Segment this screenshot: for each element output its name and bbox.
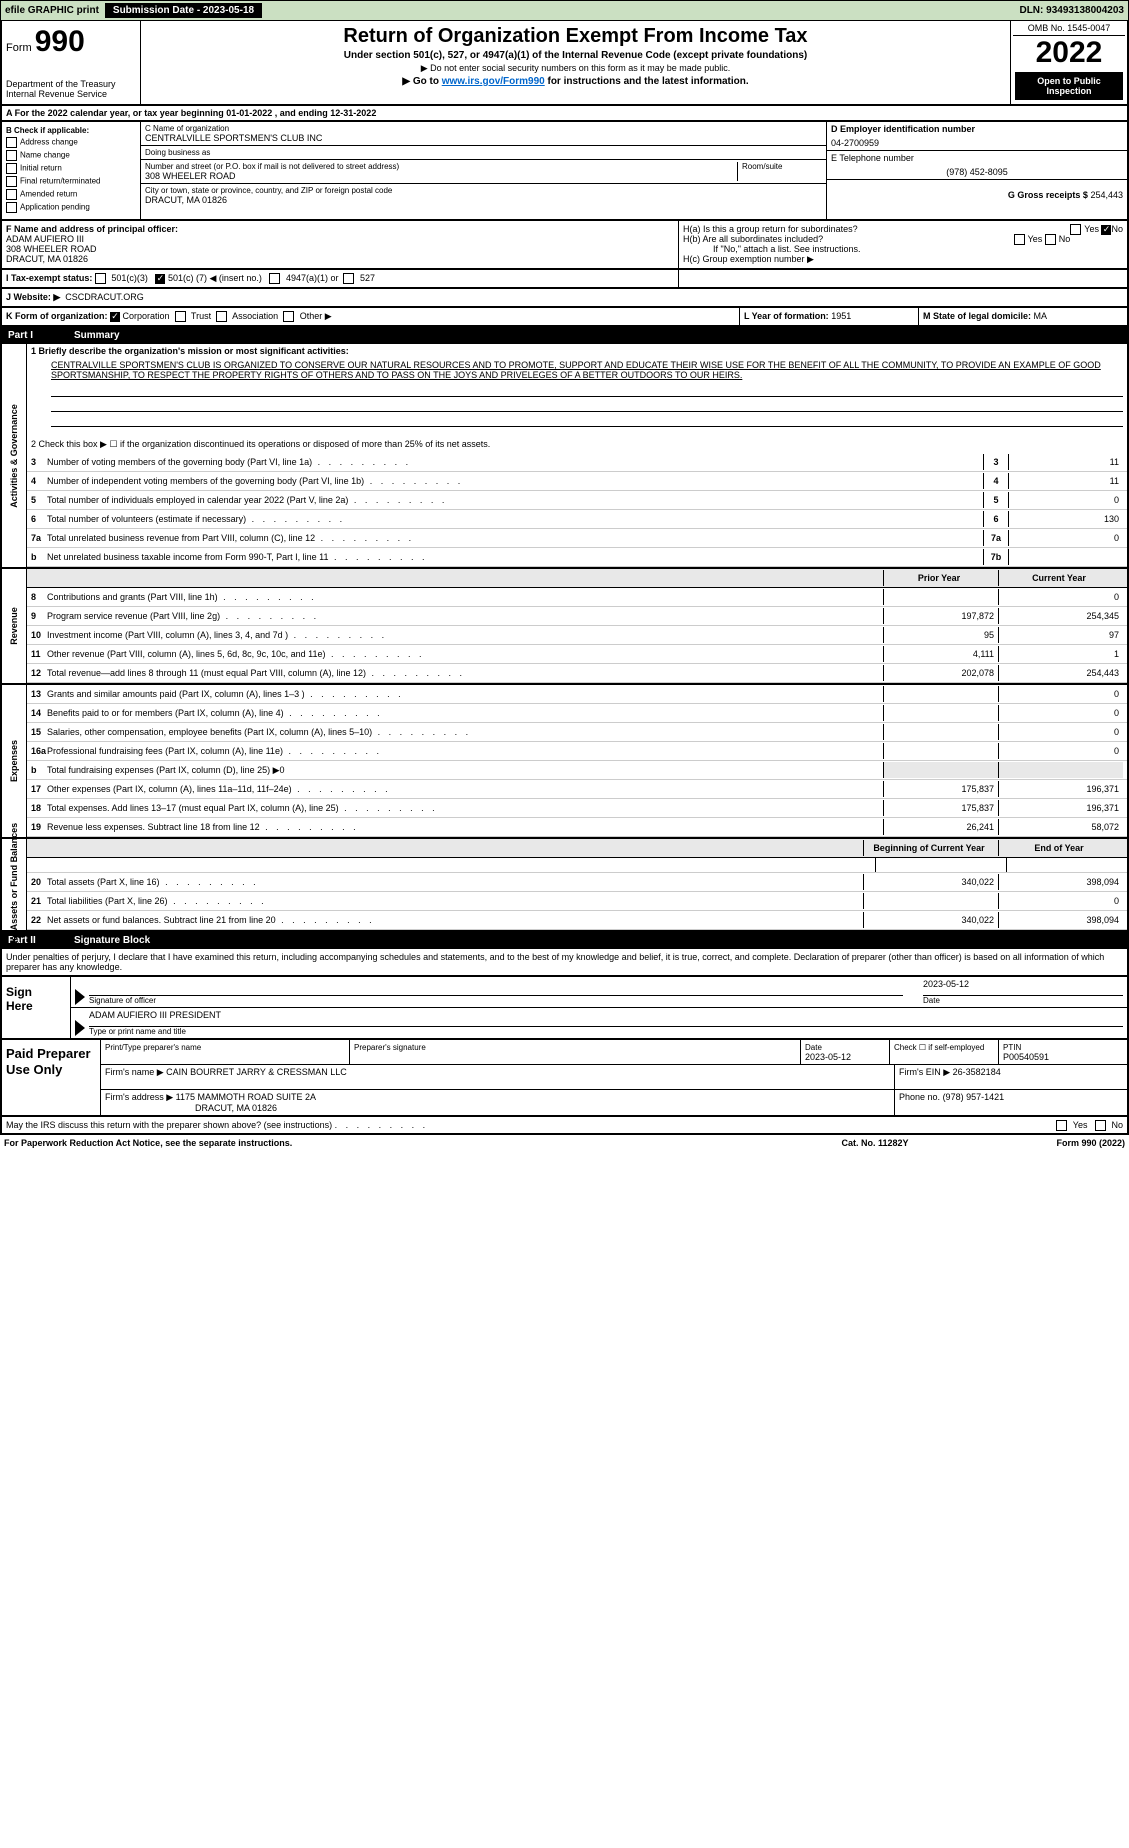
omb-number: OMB No. 1545-0047	[1013, 23, 1125, 36]
527-checkbox[interactable]	[343, 273, 354, 284]
501c-checked[interactable]: ✓	[155, 274, 165, 284]
phone: (978) 452-8095	[831, 167, 1123, 177]
part1-governance: Activities & Governance 1 Briefly descri…	[0, 344, 1129, 569]
summary-line: 3Number of voting members of the governi…	[27, 453, 1127, 472]
arrow-icon	[75, 989, 85, 1005]
part1-netassets: Net Assets or Fund Balances Beginning of…	[0, 839, 1129, 932]
summary-line: 21Total liabilities (Part X, line 26)0	[27, 892, 1127, 911]
mission-text: CENTRALVILLE SPORTSMEN'S CLUB IS ORGANIZ…	[27, 358, 1127, 382]
summary-line: 12Total revenue—add lines 8 through 11 (…	[27, 664, 1127, 683]
part1-revenue: Revenue Prior Year Current Year 8Contrib…	[0, 569, 1129, 685]
arrow-icon	[75, 1020, 85, 1036]
ha-yes[interactable]	[1070, 224, 1081, 235]
summary-line: 7aTotal unrelated business revenue from …	[27, 529, 1127, 548]
discuss-no[interactable]	[1095, 1120, 1106, 1131]
summary-line: 4Number of independent voting members of…	[27, 472, 1127, 491]
assoc-checkbox[interactable]	[216, 311, 227, 322]
declaration: Under penalties of perjury, I declare th…	[0, 949, 1129, 977]
firm-name: CAIN BOURRET JARRY & CRESSMAN LLC	[166, 1067, 347, 1077]
row-j: J Website: ▶ CSCDRACUT.ORG	[0, 289, 1129, 308]
sign-date: 2023-05-12	[923, 979, 1123, 996]
dept-label: Department of the Treasury	[6, 79, 116, 89]
submission-date-badge: Submission Date - 2023-05-18	[105, 3, 262, 18]
summary-line: 10Investment income (Part VIII, column (…	[27, 626, 1127, 645]
trust-checkbox[interactable]	[175, 311, 186, 322]
501c3-checkbox[interactable]	[95, 273, 106, 284]
form-number: Form 990	[6, 25, 136, 59]
efile-top-bar: efile GRAPHIC print Submission Date - 20…	[0, 0, 1129, 21]
form-subtitle-3: ▶ Go to www.irs.gov/Form990 for instruct…	[151, 76, 1000, 87]
checkbox-address-change[interactable]	[6, 137, 17, 148]
summary-line: 14Benefits paid to or for members (Part …	[27, 704, 1127, 723]
form-subtitle-2: ▶ Do not enter social security numbers o…	[151, 63, 1000, 74]
summary-line: 20Total assets (Part X, line 16)340,0223…	[27, 873, 1127, 892]
part2-header: Part II Signature Block	[0, 932, 1129, 949]
gross-receipts: 254,443	[1090, 190, 1123, 200]
officer-name: ADAM AUFIERO III	[6, 234, 674, 244]
summary-line: 6Total number of volunteers (estimate if…	[27, 510, 1127, 529]
summary-line: 9Program service revenue (Part VIII, lin…	[27, 607, 1127, 626]
corp-checked[interactable]: ✓	[110, 312, 120, 322]
summary-line: 19Revenue less expenses. Subtract line 1…	[27, 818, 1127, 837]
summary-line: 16aProfessional fundraising fees (Part I…	[27, 742, 1127, 761]
checkbox-initial-return[interactable]	[6, 163, 17, 174]
summary-line: 15Salaries, other compensation, employee…	[27, 723, 1127, 742]
irs-label: Internal Revenue Service	[6, 89, 107, 99]
checkbox-name-change[interactable]	[6, 150, 17, 161]
website: CSCDRACUT.ORG	[65, 292, 144, 302]
part1-expenses: Expenses 13Grants and similar amounts pa…	[0, 685, 1129, 839]
year-formation: 1951	[831, 311, 851, 321]
row-i: I Tax-exempt status: 501(c)(3) ✓ 501(c) …	[0, 270, 1129, 289]
ptin: P00540591	[1003, 1052, 1049, 1062]
summary-line: 5Total number of individuals employed in…	[27, 491, 1127, 510]
form-title: Return of Organization Exempt From Incom…	[151, 25, 1000, 48]
hb-no[interactable]	[1045, 234, 1056, 245]
summary-line: bNet unrelated business taxable income f…	[27, 548, 1127, 567]
checkbox-pending[interactable]	[6, 202, 17, 213]
summary-line: 17Other expenses (Part IX, column (A), l…	[27, 780, 1127, 799]
summary-line: 11Other revenue (Part VIII, column (A), …	[27, 645, 1127, 664]
discuss-row: May the IRS discuss this return with the…	[0, 1117, 1129, 1135]
irs-link[interactable]: www.irs.gov/Form990	[442, 76, 545, 87]
row-f-h: F Name and address of principal officer:…	[0, 221, 1129, 270]
discuss-yes[interactable]	[1056, 1120, 1067, 1131]
efile-label: efile GRAPHIC print	[5, 5, 99, 16]
tax-year: 2022	[1013, 36, 1125, 70]
officer-print-name: ADAM AUFIERO III PRESIDENT	[89, 1010, 1123, 1027]
form-subtitle-1: Under section 501(c), 527, or 4947(a)(1)…	[151, 50, 1000, 61]
paid-preparer-block: Paid Preparer Use Only Print/Type prepar…	[0, 1040, 1129, 1117]
firm-ein: 26-3582184	[953, 1067, 1001, 1077]
org-name: CENTRALVILLE SPORTSMEN'S CLUB INC	[145, 133, 822, 143]
city-state-zip: DRACUT, MA 01826	[145, 195, 822, 205]
row-k-l-m: K Form of organization: ✓ Corporation Tr…	[0, 308, 1129, 327]
preparer-phone: (978) 957-1421	[943, 1092, 1005, 1102]
checkbox-amended[interactable]	[6, 189, 17, 200]
form-header: Form 990 Department of the Treasury Inte…	[0, 21, 1129, 106]
state-domicile: MA	[1034, 311, 1048, 321]
checkbox-final-return[interactable]	[6, 176, 17, 187]
summary-line: 8Contributions and grants (Part VIII, li…	[27, 588, 1127, 607]
ha-no-checked[interactable]: ✓	[1101, 225, 1111, 235]
summary-line: 13Grants and similar amounts paid (Part …	[27, 685, 1127, 704]
street-address: 308 WHEELER ROAD	[145, 171, 737, 181]
ein: 04-2700959	[831, 138, 1123, 148]
footer: For Paperwork Reduction Act Notice, see …	[0, 1135, 1129, 1151]
row-a-tax-year: A For the 2022 calendar year, or tax yea…	[0, 106, 1129, 122]
part1-header: Part I Summary	[0, 327, 1129, 344]
box-right: D Employer identification number 04-2700…	[826, 122, 1127, 219]
dln-label: DLN: 93493138004203	[1019, 5, 1124, 16]
summary-line: 22Net assets or fund balances. Subtract …	[27, 911, 1127, 930]
hb-yes[interactable]	[1014, 234, 1025, 245]
open-to-public-badge: Open to Public Inspection	[1015, 72, 1123, 100]
4947-checkbox[interactable]	[269, 273, 280, 284]
box-c: C Name of organization CENTRALVILLE SPOR…	[141, 122, 826, 219]
main-info-block: B Check if applicable: Address change Na…	[0, 122, 1129, 221]
other-checkbox[interactable]	[283, 311, 294, 322]
summary-line: 18Total expenses. Add lines 13–17 (must …	[27, 799, 1127, 818]
sign-block: Sign Here Signature of officer 2023-05-1…	[0, 977, 1129, 1040]
summary-line: bTotal fundraising expenses (Part IX, co…	[27, 761, 1127, 780]
box-b: B Check if applicable: Address change Na…	[2, 122, 141, 219]
